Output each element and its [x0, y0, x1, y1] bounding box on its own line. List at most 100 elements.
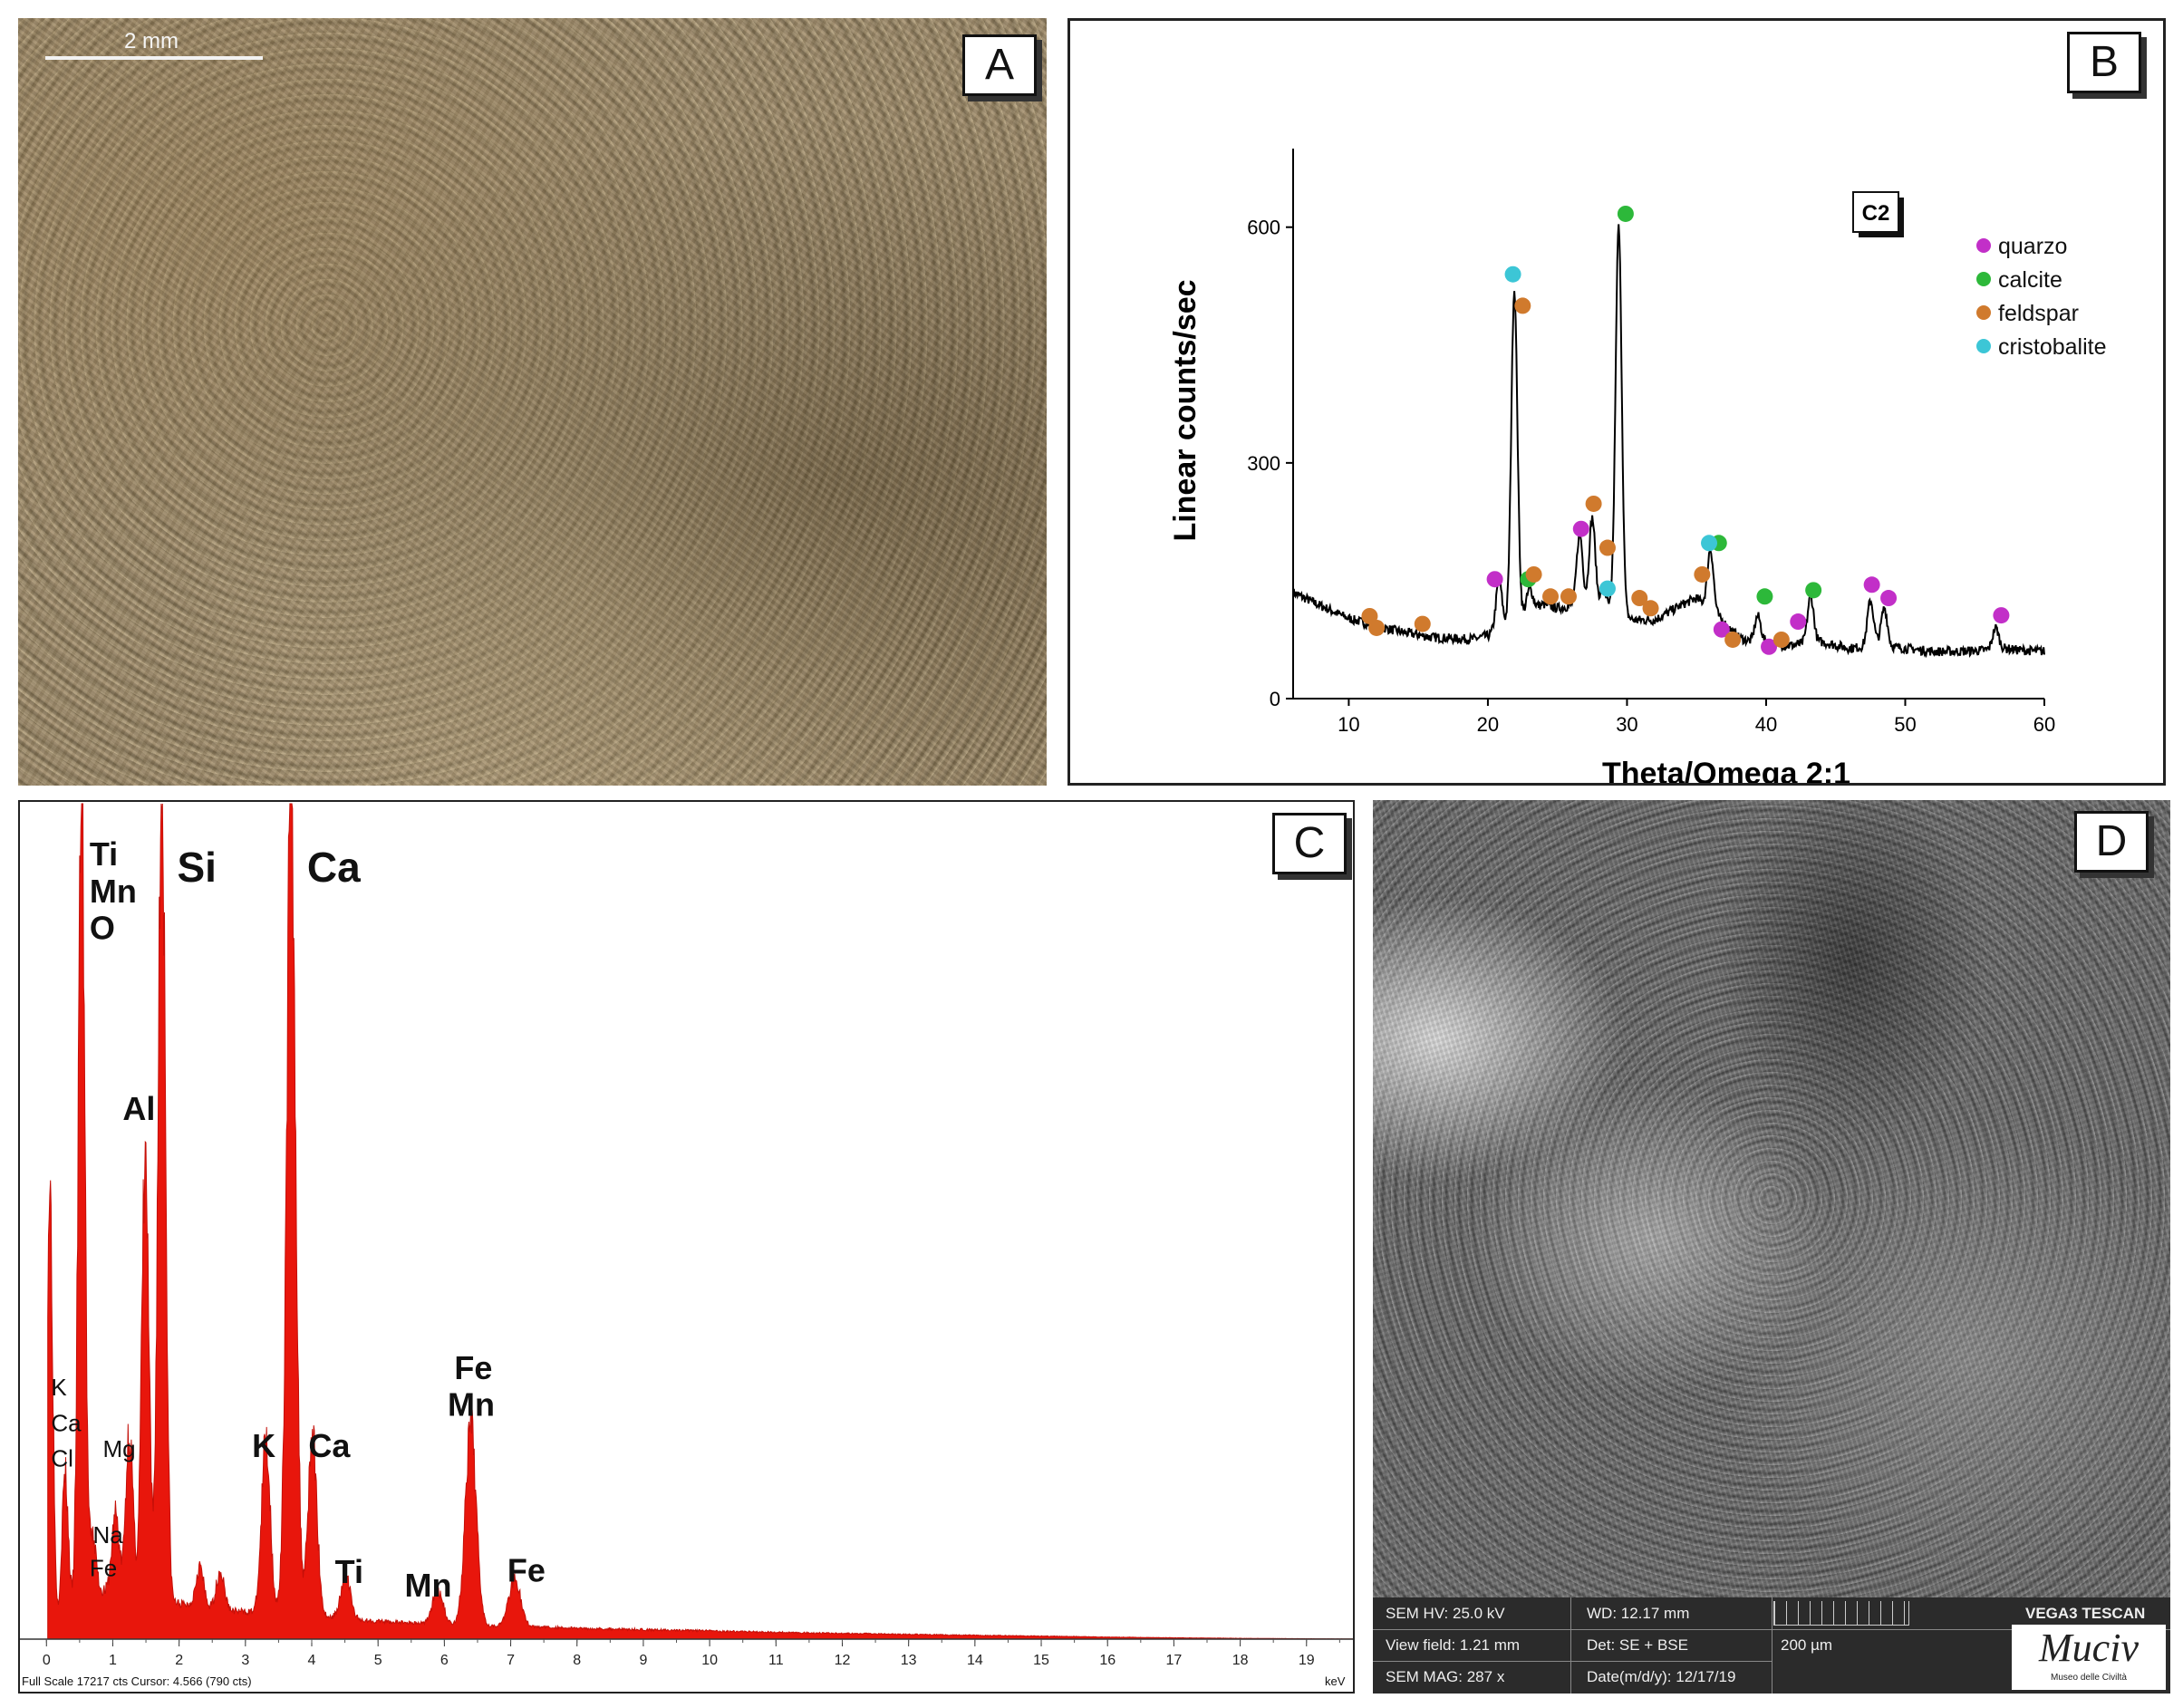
eds-x-tick-label: 15	[1033, 1653, 1049, 1668]
sem-view-field: View field: 1.21 mm	[1386, 1636, 1521, 1654]
phase-marker-quarzo	[1713, 621, 1730, 638]
eds-label-k: K	[252, 1427, 275, 1464]
phase-marker-cristobalite	[1701, 535, 1718, 552]
eds-label-na: Na	[93, 1521, 124, 1549]
legend-marker-cristobalite	[1976, 339, 1991, 353]
phase-marker-calcite	[1756, 588, 1773, 605]
panel-a-micrograph: 2 mm A	[18, 18, 1047, 786]
eds-x-tick-label: 18	[1232, 1653, 1249, 1668]
phase-marker-feldspar	[1414, 615, 1431, 632]
x-tick-label: 20	[1477, 713, 1499, 736]
sem-date: Date(m/d/y): 12/17/19	[1587, 1668, 1736, 1685]
eds-x-tick-label: 11	[768, 1653, 784, 1668]
phase-marker-feldspar	[1694, 565, 1711, 583]
scale-bar	[45, 56, 263, 60]
sem-magnification: SEM MAG: 287 x	[1386, 1668, 1505, 1685]
xrd-y-axis-label: Linear counts/sec	[1168, 279, 1203, 541]
eds-label-fe: Fe	[454, 1349, 492, 1386]
eds-label-mg: Mg	[102, 1435, 135, 1462]
y-tick-label: 0	[1270, 688, 1280, 710]
phase-marker-calcite	[1805, 582, 1822, 599]
panel-b-xrd: B 10 20 30 40 50 60 0 300 600 Theta/Omega 2:1 Li…	[1067, 18, 2166, 786]
xrd-pattern-line	[1292, 224, 2045, 659]
x-tick-label: 60	[2033, 713, 2055, 736]
sample-label: C2	[1862, 201, 1890, 226]
sem-info-bar: SEM HV: 25.0 kV WD: 12.17 mm View field:…	[1373, 1597, 2170, 1694]
panel-d-sem: D SEM HV: 25.0 kV WD: 12.17 mm View fiel…	[1373, 800, 2170, 1694]
eds-spectrum-area	[47, 803, 1353, 1640]
eds-x-tick-label: 9	[639, 1653, 647, 1668]
sem-scale-label: 200 µm	[1781, 1636, 1833, 1654]
stone-surface-image	[18, 18, 1047, 786]
phase-marker-quarzo	[1790, 613, 1807, 631]
x-tick-label: 10	[1338, 713, 1359, 736]
phase-marker-quarzo	[1572, 520, 1589, 537]
eds-x-tick-label: 12	[835, 1653, 851, 1668]
eds-x-tick-label: 10	[701, 1653, 718, 1668]
x-tick-label: 30	[1616, 713, 1637, 736]
eds-label-cl: Cl	[51, 1445, 73, 1472]
eds-x-tick-label: 5	[374, 1653, 382, 1668]
phase-marker-feldspar	[1514, 297, 1531, 314]
legend-label-feldspar: feldspar	[1998, 301, 2079, 326]
eds-label-ca: Ca	[51, 1409, 82, 1436]
phase-marker-quarzo	[1761, 638, 1778, 655]
sem-image	[1373, 800, 2170, 1597]
legend-label-cristobalite: cristobalite	[1998, 334, 2107, 360]
eds-x-tick-label: 4	[308, 1653, 316, 1668]
phase-marker-feldspar	[1368, 619, 1386, 636]
xrd-x-axis-label: Theta/Omega 2:1	[1602, 757, 1850, 783]
y-tick-label: 300	[1247, 452, 1280, 475]
legend-marker-quarzo	[1976, 238, 1991, 253]
legend-label-quarzo: quarzo	[1998, 234, 2067, 259]
phase-marker-quarzo	[1993, 607, 2010, 624]
phase-marker-quarzo	[1486, 571, 1503, 588]
eds-x-tick-label: 19	[1299, 1653, 1315, 1668]
phase-marker-calcite	[1617, 205, 1634, 222]
eds-x-tick-label: 17	[1166, 1653, 1183, 1668]
phase-marker-feldspar	[1560, 588, 1577, 605]
panel-letter-c: C	[1272, 813, 1347, 874]
sem-detector: Det: SE + BSE	[1587, 1636, 1688, 1654]
phase-marker-feldspar	[1642, 600, 1659, 617]
x-tick-label: 50	[1894, 713, 1916, 736]
phase-marker-cristobalite	[1599, 580, 1616, 597]
eds-x-tick-label: 13	[901, 1653, 917, 1668]
phase-marker-cristobalite	[1504, 265, 1521, 283]
eds-x-tick-label: 16	[1099, 1653, 1116, 1668]
eds-label-ti: Ti	[90, 835, 118, 873]
eds-label-mn: Mn	[448, 1386, 495, 1423]
eds-label-k: K	[51, 1374, 67, 1401]
panel-letter-d: D	[2074, 811, 2149, 873]
phase-marker-feldspar	[1724, 631, 1742, 648]
eds-label-ca: Ca	[307, 844, 361, 891]
sem-brand: VEGA3 TESCAN	[2025, 1605, 2146, 1622]
eds-label-fe: Fe	[90, 1554, 117, 1581]
eds-label-fe: Fe	[507, 1552, 546, 1589]
sample-label-box: C2	[1852, 191, 1904, 237]
panel-letter-a: A	[962, 34, 1037, 96]
muciv-logo: Muciv Museo delle Civiltà	[2012, 1625, 2166, 1690]
eds-label-ti: Ti	[335, 1553, 363, 1590]
eds-label-ca: Ca	[308, 1427, 351, 1464]
y-tick-label: 600	[1247, 217, 1280, 239]
phase-marker-feldspar	[1585, 495, 1602, 512]
xrd-legend: quarzo calcite feldspar cristobalite	[1976, 234, 2107, 360]
sem-hv: SEM HV: 25.0 kV	[1386, 1605, 1505, 1622]
phase-marker-feldspar	[1772, 631, 1790, 648]
eds-x-tick-label: 14	[967, 1653, 983, 1668]
phase-marker-feldspar	[1631, 590, 1648, 607]
legend-label-calcite: calcite	[1998, 267, 2062, 293]
legend-marker-feldspar	[1976, 305, 1991, 320]
phase-marker-feldspar	[1542, 588, 1560, 605]
eds-x-tick-label: 7	[507, 1653, 515, 1668]
eds-x-tick-label: 3	[241, 1653, 249, 1668]
phase-markers	[1361, 205, 2010, 655]
phase-marker-feldspar	[1525, 565, 1542, 583]
eds-x-tick-label: 1	[109, 1653, 117, 1668]
eds-footer-status: Full Scale 17217 cts Cursor: 4.566 (790 …	[22, 1674, 252, 1688]
scale-bar-label: 2 mm	[124, 29, 179, 53]
